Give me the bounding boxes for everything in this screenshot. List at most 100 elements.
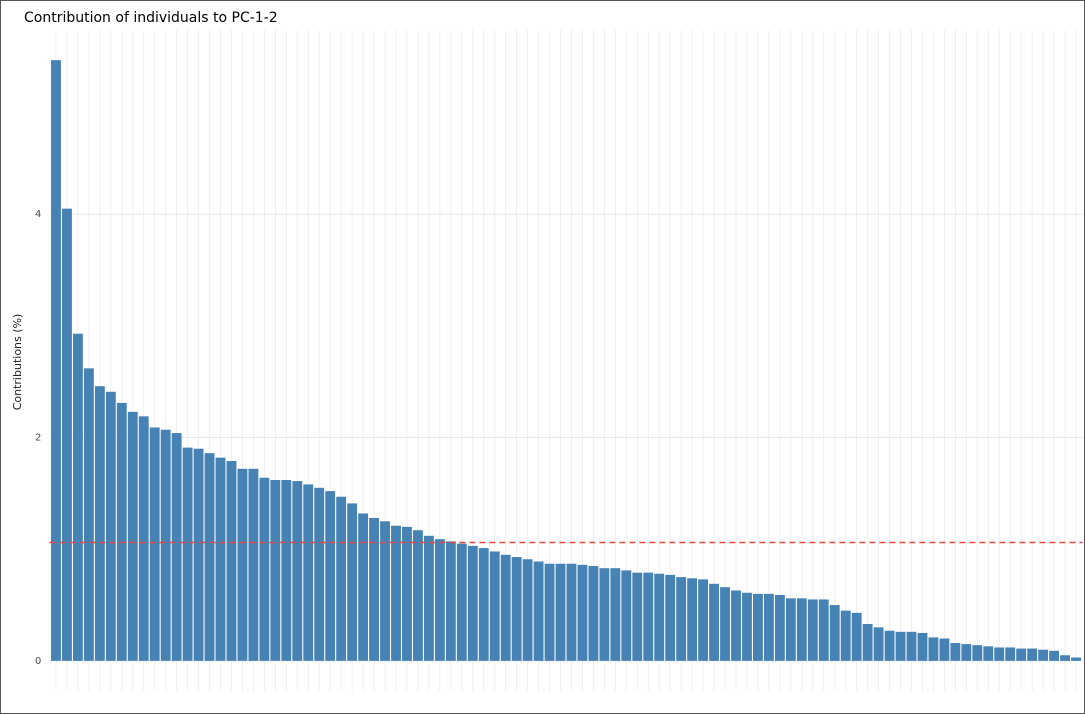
bar bbox=[226, 460, 237, 661]
bar bbox=[270, 479, 281, 661]
bar bbox=[303, 484, 314, 661]
bar bbox=[62, 208, 72, 661]
bar bbox=[336, 496, 347, 661]
bar bbox=[654, 573, 665, 661]
bar bbox=[753, 593, 763, 661]
bar bbox=[895, 631, 906, 661]
bar bbox=[1060, 655, 1070, 661]
bar bbox=[1016, 648, 1027, 661]
bar bbox=[325, 491, 336, 661]
bar bbox=[577, 564, 588, 661]
bar bbox=[1049, 650, 1060, 661]
bar bbox=[972, 645, 983, 661]
chart-title: Contribution of individuals to PC-1-2 bbox=[24, 10, 278, 26]
bar bbox=[380, 521, 390, 661]
bar bbox=[599, 568, 610, 661]
bar bbox=[358, 513, 369, 661]
bar bbox=[445, 541, 456, 661]
bar bbox=[785, 598, 796, 661]
bar bbox=[369, 517, 379, 661]
bar bbox=[522, 559, 533, 661]
bar bbox=[851, 612, 862, 661]
bar bbox=[939, 638, 950, 661]
bar bbox=[259, 477, 270, 661]
bar bbox=[215, 457, 226, 661]
bar bbox=[796, 598, 807, 661]
bar bbox=[665, 574, 676, 661]
bar bbox=[402, 526, 412, 661]
bar bbox=[555, 563, 566, 661]
bar bbox=[138, 416, 149, 661]
bar bbox=[171, 433, 182, 661]
bar bbox=[1027, 648, 1038, 661]
bar bbox=[632, 572, 643, 661]
bar bbox=[292, 481, 303, 661]
bar bbox=[1005, 647, 1016, 661]
bar bbox=[829, 605, 840, 661]
bar bbox=[347, 503, 358, 661]
bar bbox=[544, 563, 555, 661]
bar bbox=[160, 429, 171, 661]
bar bbox=[500, 554, 511, 661]
bar bbox=[994, 647, 1005, 661]
bar bbox=[314, 487, 325, 661]
bar bbox=[687, 578, 698, 661]
bar bbox=[610, 568, 621, 661]
bar bbox=[1038, 649, 1049, 661]
bar bbox=[862, 624, 873, 661]
bar bbox=[807, 599, 818, 661]
bar bbox=[434, 539, 445, 661]
bar bbox=[709, 583, 720, 661]
bar bbox=[961, 644, 972, 661]
bar bbox=[237, 468, 248, 661]
bar bbox=[818, 599, 829, 661]
bar bbox=[478, 548, 489, 661]
bar bbox=[873, 627, 884, 661]
bar bbox=[928, 637, 939, 661]
bar bbox=[533, 561, 544, 661]
y-tick-label: 0 bbox=[35, 656, 41, 667]
bar bbox=[566, 563, 577, 661]
bar bbox=[489, 551, 500, 661]
bar bbox=[774, 594, 785, 661]
bar bbox=[149, 427, 160, 661]
y-tick-label: 2 bbox=[35, 433, 41, 444]
bar bbox=[391, 525, 401, 661]
bar bbox=[884, 630, 895, 661]
bar bbox=[467, 545, 478, 661]
y-tick-label: 4 bbox=[35, 209, 41, 220]
bar bbox=[676, 577, 687, 661]
bar bbox=[917, 632, 928, 661]
bar bbox=[698, 579, 709, 661]
bar bbox=[105, 391, 116, 661]
bar bbox=[720, 587, 730, 661]
y-axis-label: Contributions (%) bbox=[11, 314, 24, 411]
bar bbox=[643, 572, 654, 661]
bar bbox=[281, 479, 292, 661]
bar bbox=[204, 453, 215, 661]
bar bbox=[950, 642, 961, 661]
bar bbox=[731, 590, 741, 661]
bar bbox=[742, 592, 752, 661]
bar bbox=[193, 448, 204, 661]
bar bbox=[423, 535, 434, 661]
bar bbox=[1071, 657, 1081, 661]
bar bbox=[116, 402, 127, 661]
bar bbox=[906, 631, 917, 661]
bar bbox=[127, 411, 138, 661]
bar bbox=[94, 386, 105, 661]
bar bbox=[51, 60, 61, 661]
bar bbox=[983, 646, 994, 661]
bar bbox=[182, 447, 193, 661]
bar bbox=[621, 570, 632, 661]
bar bbox=[840, 610, 851, 661]
bar bbox=[588, 565, 599, 661]
bar bbox=[83, 368, 94, 661]
bar bbox=[72, 333, 83, 661]
bar bbox=[511, 557, 522, 661]
bar bbox=[248, 468, 259, 661]
bar bbox=[763, 593, 774, 661]
bar bbox=[456, 543, 467, 661]
bar bbox=[412, 530, 423, 661]
